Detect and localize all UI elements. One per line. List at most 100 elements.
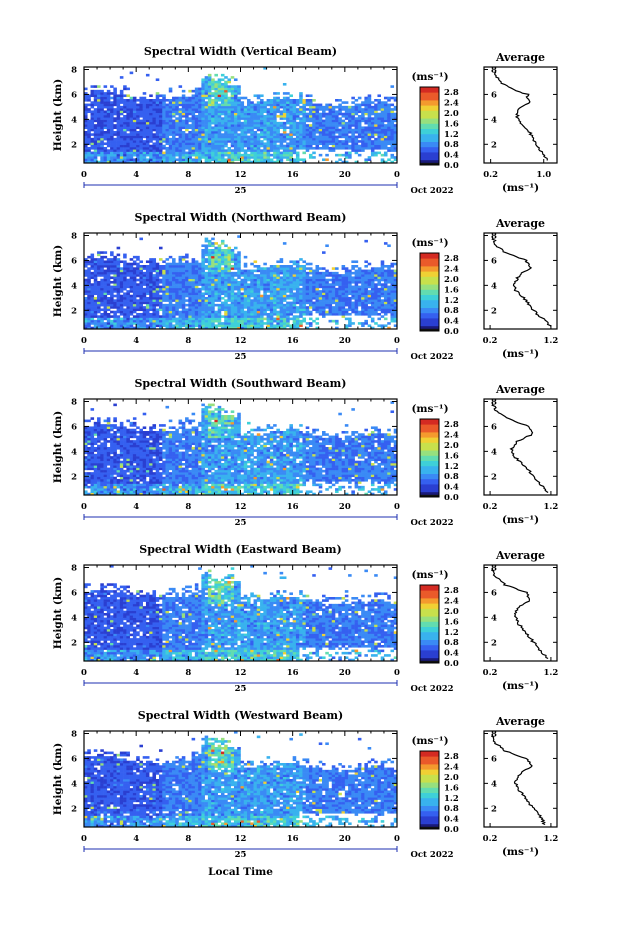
heatmap-cell bbox=[227, 151, 232, 155]
heatmap-cell bbox=[380, 121, 385, 125]
heatmap-cell bbox=[175, 96, 179, 100]
heatmap-cell bbox=[250, 315, 254, 318]
heatmap-cell bbox=[335, 308, 339, 312]
heatmap-cell bbox=[338, 297, 342, 300]
heatmap-cell bbox=[253, 131, 258, 134]
heatmap-cell bbox=[175, 108, 179, 111]
heatmap-cell bbox=[224, 290, 228, 293]
heatmap-cell bbox=[269, 267, 274, 270]
heatmap-cell bbox=[84, 299, 88, 302]
heatmap-cell bbox=[149, 276, 153, 280]
heatmap-cell bbox=[335, 297, 339, 300]
heatmap-cell bbox=[119, 274, 124, 277]
heatmap-cell bbox=[302, 124, 307, 127]
heatmap-cell bbox=[338, 147, 342, 150]
heatmap-cell bbox=[302, 115, 307, 118]
heatmap-cell bbox=[214, 160, 218, 164]
heatmap-cell bbox=[273, 121, 277, 125]
heatmap-cell bbox=[295, 269, 300, 273]
heatmap-cell bbox=[194, 315, 199, 318]
heatmap-cell bbox=[162, 285, 166, 289]
heatmap-cell bbox=[325, 126, 329, 130]
heatmap-cell bbox=[308, 124, 313, 127]
heatmap-cell bbox=[132, 255, 137, 259]
heatmap-cell bbox=[237, 262, 241, 266]
heatmap-cell bbox=[103, 160, 108, 164]
heatmap-cell bbox=[237, 105, 241, 109]
heatmap-cell bbox=[211, 128, 215, 132]
heatmap-cell bbox=[178, 315, 183, 318]
heatmap-cell bbox=[155, 262, 160, 266]
heatmap-cell bbox=[260, 283, 264, 286]
date-day: 25 bbox=[235, 186, 247, 196]
heatmap-cell bbox=[260, 117, 264, 120]
heatmap-cell bbox=[266, 110, 271, 114]
heatmap-cell bbox=[123, 101, 127, 104]
heatmap-cell bbox=[233, 313, 238, 316]
heatmap-cell bbox=[103, 326, 108, 330]
heatmap-cell bbox=[266, 115, 271, 118]
heatmap-cell bbox=[194, 101, 199, 104]
heatmap-cell bbox=[191, 144, 196, 148]
heatmap-cell bbox=[149, 269, 153, 273]
heatmap-cell bbox=[198, 326, 202, 330]
heatmap-cell bbox=[123, 322, 127, 325]
heatmap-cell bbox=[380, 153, 385, 157]
heatmap-cell bbox=[279, 133, 284, 136]
heatmap-cell bbox=[155, 151, 160, 155]
heatmap-cell bbox=[328, 301, 333, 305]
heatmap-cell bbox=[299, 313, 303, 316]
heatmap-cell bbox=[286, 135, 290, 139]
colorbar-segment bbox=[420, 110, 439, 114]
heatmap-cell bbox=[224, 99, 228, 102]
heatmap-cell bbox=[302, 103, 307, 107]
heatmap-cell bbox=[204, 274, 209, 277]
heatmap-cell bbox=[335, 294, 339, 298]
heatmap-cell bbox=[266, 299, 271, 302]
heatmap-cell bbox=[282, 324, 287, 328]
heatmap-cell bbox=[123, 87, 127, 91]
heatmap-cell bbox=[217, 303, 222, 307]
heatmap-cell bbox=[299, 299, 303, 302]
heatmap-cell bbox=[302, 278, 307, 282]
heatmap-cell bbox=[139, 260, 143, 264]
heatmap-cell bbox=[204, 290, 209, 293]
heatmap-cell bbox=[348, 297, 352, 300]
heatmap-cell bbox=[263, 322, 267, 325]
heatmap-cell bbox=[338, 105, 342, 109]
heatmap-cell bbox=[194, 278, 199, 282]
heatmap-cell bbox=[243, 262, 248, 266]
heatmap-cell bbox=[106, 313, 111, 316]
heatmap-cell bbox=[233, 285, 238, 289]
heatmap-cell bbox=[84, 126, 88, 130]
heatmap-cell bbox=[308, 147, 313, 150]
heatmap-cell bbox=[325, 144, 329, 148]
heatmap-cell bbox=[149, 306, 153, 309]
heatmap-cell bbox=[136, 326, 140, 330]
heatmap-cell bbox=[299, 117, 303, 120]
heatmap-cell bbox=[364, 133, 368, 136]
heatmap-cell bbox=[292, 128, 297, 132]
heatmap-cell bbox=[145, 315, 150, 318]
heatmap-cell bbox=[308, 297, 313, 300]
heatmap-cell bbox=[211, 121, 215, 125]
heatmap-cell bbox=[142, 135, 147, 139]
heatmap-cell bbox=[233, 142, 238, 146]
heatmap-cell bbox=[168, 283, 173, 286]
heatmap-cell bbox=[116, 306, 121, 309]
heatmap-cell bbox=[211, 265, 215, 268]
heatmap-cell bbox=[126, 308, 130, 312]
heatmap-cell bbox=[110, 297, 114, 300]
heatmap-cell bbox=[364, 137, 368, 141]
heatmap-cell bbox=[129, 147, 134, 150]
heatmap-cell bbox=[390, 160, 395, 164]
heatmap-cell bbox=[172, 160, 176, 164]
heatmap-cell bbox=[142, 103, 147, 107]
heatmap-cell bbox=[256, 110, 261, 114]
heatmap-cell bbox=[97, 324, 101, 328]
heatmap-cell bbox=[113, 137, 117, 141]
heatmap-cell bbox=[383, 101, 388, 104]
heatmap-cell bbox=[263, 160, 267, 164]
heatmap-cell bbox=[126, 269, 130, 273]
heatmap-cell bbox=[253, 103, 258, 107]
